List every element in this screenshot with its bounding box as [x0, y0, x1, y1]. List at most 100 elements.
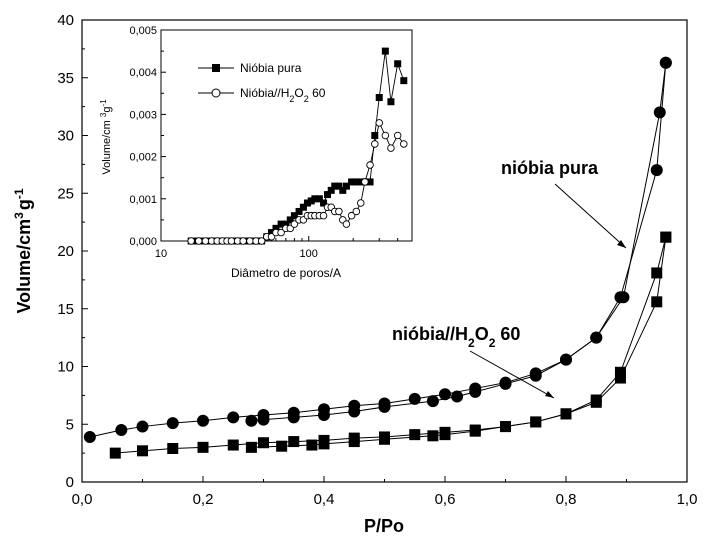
inset-data-point: [375, 119, 383, 127]
inset-data-point: [335, 207, 343, 216]
annotation-niobia-pura: nióbia pura: [501, 158, 599, 178]
annot2-part1: nióbia//H: [392, 324, 468, 344]
data-point: [318, 438, 330, 450]
data-point: [409, 429, 421, 441]
data-point: [348, 405, 361, 418]
inset-data-point: [400, 77, 408, 85]
inset-data-point: [257, 237, 266, 245]
data-point: [469, 385, 482, 398]
data-point: [227, 439, 239, 451]
main-y-axis-label: Volume/cm3 g-1: [12, 188, 34, 313]
y-tick-label: 40: [57, 12, 74, 29]
data-point: [167, 443, 179, 455]
inset-data-point: [371, 132, 379, 139]
x-tick-label: 0,4: [314, 491, 335, 508]
inset-data-point: [268, 229, 276, 237]
inset-data-point: [331, 182, 339, 190]
inset-series-layer: [187, 47, 408, 245]
inset-data-point: [303, 199, 311, 207]
inset-data-point: [315, 195, 323, 203]
inset-data-point: [342, 182, 350, 190]
inset-y-tick-label: 0,004: [129, 67, 157, 79]
data-point: [590, 396, 602, 408]
inset-data-point: [371, 140, 379, 148]
inset-data-point: [277, 220, 285, 228]
data-point: [378, 400, 391, 413]
data-point: [614, 366, 626, 378]
inset-data-point: [393, 131, 402, 140]
annot2-sub2: 2: [489, 336, 496, 350]
data-point: [408, 392, 421, 405]
legend-label-pura: Nióbia pura: [240, 61, 302, 75]
inset-data-point: [267, 233, 276, 241]
inset-data-point: [339, 186, 347, 194]
annotation-arrow-1: [554, 183, 627, 249]
data-point: [136, 420, 149, 433]
inset-data-point: [387, 144, 395, 152]
inset-data-point: [357, 199, 365, 207]
data-point: [469, 425, 481, 437]
data-point: [287, 411, 300, 424]
inset-y-tick-label: 0,000: [129, 236, 157, 248]
inset-plot-frame: [160, 29, 413, 242]
data-point: [650, 164, 663, 177]
x-tick-label: 0,8: [556, 491, 577, 508]
inset-data-point: [320, 199, 328, 207]
inset-y-tick-label: 0,001: [129, 194, 157, 206]
x-tick-label: 0,0: [72, 491, 93, 508]
y-tick-label: 15: [57, 301, 74, 318]
data-point: [439, 429, 451, 441]
inset-data-point: [272, 224, 280, 232]
legend-marker-h2o2: [211, 88, 221, 98]
inset-data-point: [295, 207, 303, 215]
data-point: [227, 411, 240, 424]
inset-data-point: [282, 220, 290, 228]
data-point: [137, 445, 148, 457]
data-point: [651, 296, 663, 308]
data-point: [348, 436, 360, 448]
inset-data-point: [324, 191, 332, 199]
inset-x-axis-label: Diâmetro de poros/A: [231, 266, 341, 280]
inset-data-point: [335, 182, 343, 190]
inset-data-point: [387, 98, 395, 106]
y-tick-label: 10: [57, 359, 74, 376]
main-chart: 0,0 0,2 0,4 0,6 0,8 1,0 0 5 10 15 20 25 30 35 40 P/Po…: [12, 12, 697, 536]
inset-data-point: [290, 220, 299, 228]
data-point: [197, 441, 209, 453]
inset-data-point: [201, 237, 210, 245]
y-tick-label: 35: [57, 70, 74, 87]
data-point: [529, 369, 542, 382]
inset-data-point: [246, 237, 254, 245]
legend2-part3: 60: [309, 86, 326, 100]
data-point: [653, 106, 666, 119]
annot2-part3: 60: [495, 324, 520, 344]
series-line-0-desorption: [251, 62, 667, 422]
inset-data-point: [311, 195, 319, 203]
series-line-1-desorption: [251, 237, 667, 448]
inset-data-point: [366, 161, 374, 169]
legend2-part2: O: [294, 86, 303, 100]
data-point: [306, 439, 318, 451]
inset-data-point: [375, 94, 383, 102]
data-point: [245, 441, 257, 453]
inset-data-point: [381, 131, 390, 140]
inset-y-tick-label: 0,002: [129, 152, 157, 164]
annot2-part2: O: [475, 324, 489, 344]
y-tick-label: 20: [57, 243, 74, 260]
ylabel-main: Volume/cm: [14, 219, 34, 314]
inset-x-tick-label: 10: [155, 248, 167, 260]
annotation-arrow-2: [469, 350, 555, 399]
inset-y-axis-label: Volume/cm 3g-1: [99, 99, 114, 175]
main-x-axis: 0,0 0,2 0,4 0,6 0,8 1,0: [72, 476, 697, 508]
inset-ylabel-part2: g: [101, 107, 113, 113]
inset-y-tick-label: 0,003: [129, 109, 157, 121]
data-point: [451, 390, 464, 403]
legend2-part1: Nióbia//H: [240, 86, 289, 100]
inset-chart: 10 100 0,000 0,001 0,002 0,003 0,004 0,005 Diâ…: [99, 25, 413, 280]
ylabel-mid: g: [14, 199, 34, 210]
inset-data-point: [347, 211, 356, 220]
inset-data-point: [319, 211, 328, 220]
data-point: [617, 291, 630, 304]
annotation-arrowhead-2: [545, 391, 554, 398]
